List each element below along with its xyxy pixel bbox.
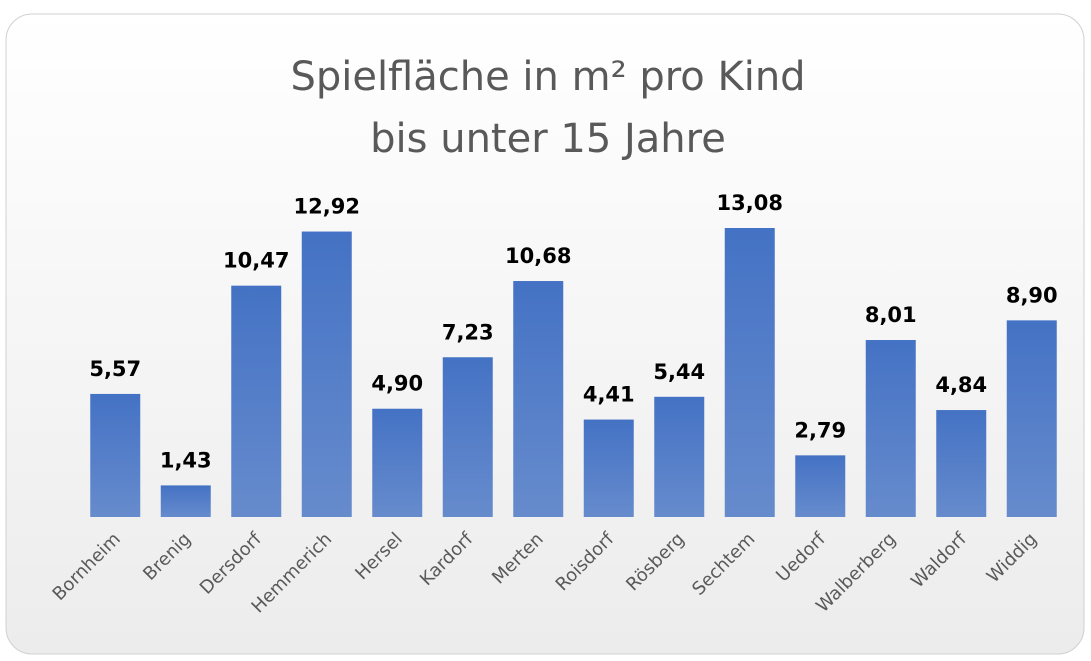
bar <box>231 285 282 517</box>
value-label: 1,43 <box>160 448 212 472</box>
value-label: 8,90 <box>1006 283 1058 307</box>
bar <box>160 485 211 517</box>
value-label: 4,90 <box>371 372 423 396</box>
bar <box>90 393 141 517</box>
value-label: 7,23 <box>442 320 494 344</box>
value-label: 12,92 <box>294 195 360 219</box>
bar <box>513 281 564 517</box>
value-label: 5,57 <box>89 357 141 381</box>
bar <box>936 410 987 517</box>
bar <box>301 231 352 518</box>
bar <box>583 419 634 517</box>
value-label: 4,84 <box>935 373 987 397</box>
bar <box>654 396 705 517</box>
value-label: 2,79 <box>794 418 846 442</box>
bar <box>724 228 775 517</box>
value-label: 10,47 <box>223 249 289 273</box>
value-label: 10,68 <box>505 244 571 268</box>
bar <box>442 357 493 517</box>
value-label: 8,01 <box>865 303 917 327</box>
bar <box>1006 320 1057 517</box>
chart-title: bis unter 15 Jahre <box>370 116 726 162</box>
bar <box>865 340 916 517</box>
chart-title: Spielfläche in m² pro Kind <box>290 54 805 100</box>
value-label: 4,41 <box>583 383 635 407</box>
value-label: 5,44 <box>653 360 705 384</box>
bar <box>372 408 423 517</box>
value-label: 13,08 <box>717 191 783 215</box>
bar <box>795 455 846 517</box>
